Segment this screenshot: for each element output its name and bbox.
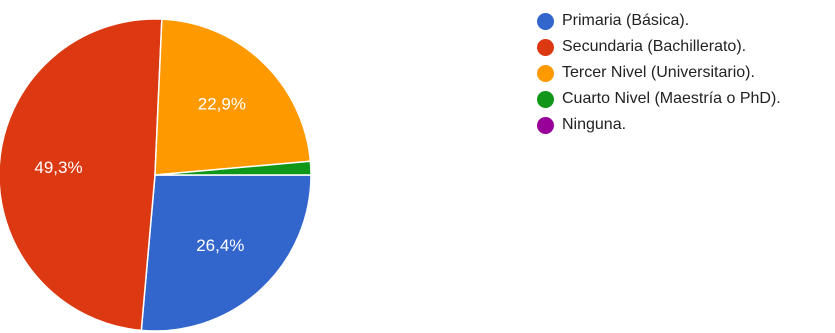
- slice-label-secundaria: 49,3%: [34, 158, 82, 177]
- pie-slice-tercer-nivel[interactable]: [154, 18, 312, 176]
- legend-swatch-ninguna: [537, 116, 554, 134]
- slice-label-tercer-nivel: 22,9%: [198, 95, 246, 114]
- legend-swatch-tercer-nivel: [537, 64, 554, 82]
- legend-label-ninguna: Ninguna.: [562, 116, 627, 133]
- legend-item-ninguna[interactable]: Ninguna.: [537, 112, 781, 138]
- legend-item-tercer-nivel[interactable]: Tercer Nivel (Universitario).: [537, 60, 781, 86]
- legend-label-primaria: Primaria (Básica).: [562, 12, 690, 29]
- legend-label-cuarto-nivel: Cuarto Nivel (Maestría o PhD).: [562, 90, 781, 107]
- slice-label-primaria: 26,4%: [196, 236, 244, 255]
- legend-label-tercer-nivel: Tercer Nivel (Universitario).: [562, 64, 755, 81]
- legend-swatch-secundaria: [537, 38, 554, 56]
- legend-item-cuarto-nivel[interactable]: Cuarto Nivel (Maestría o PhD).: [537, 86, 781, 112]
- legend-swatch-primaria: [537, 12, 554, 30]
- legend-label-secundaria: Secundaria (Bachillerato).: [562, 38, 747, 55]
- legend-item-primaria[interactable]: Primaria (Básica).: [537, 8, 781, 34]
- legend-item-secundaria[interactable]: Secundaria (Bachillerato).: [537, 34, 781, 60]
- legend: Primaria (Básica). Secundaria (Bachiller…: [537, 8, 781, 138]
- pie-slice-cuarto-nivel[interactable]: [154, 160, 312, 176]
- pie-slice-primaria[interactable]: [140, 174, 312, 332]
- legend-swatch-cuarto-nivel: [537, 90, 554, 108]
- pie-slice-secundaria[interactable]: [0, 18, 163, 332]
